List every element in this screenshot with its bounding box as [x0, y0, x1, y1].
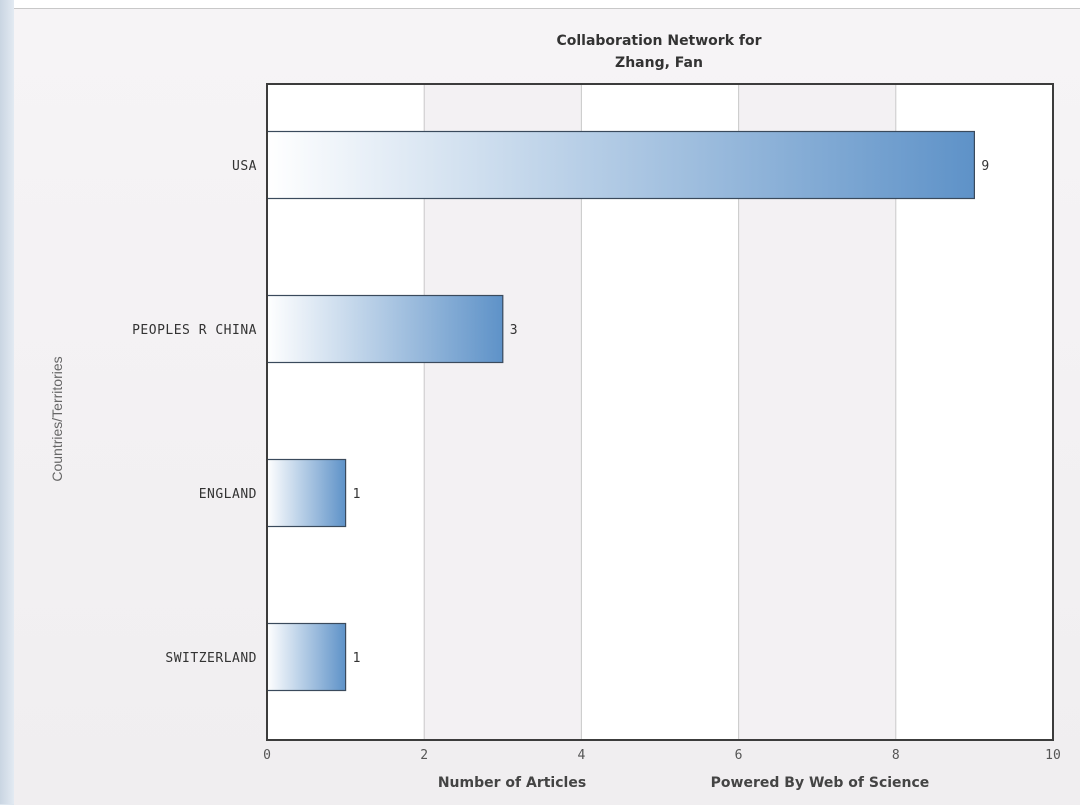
x-tick-label: 6 [735, 748, 743, 763]
bar-england [266, 458, 347, 528]
chart-title-line-2: Zhang, Fan [615, 55, 703, 71]
chart-panel: Collaboration Network for Zhang, Fan 0 2 4… [14, 8, 1080, 805]
chart-title-line-1: Collaboration Network for [556, 33, 761, 49]
window-left-edge [0, 0, 14, 804]
x-axis-title: Number of Articles [438, 775, 586, 791]
x-tick-label: 0 [263, 748, 271, 763]
x-tick-labels: 0 2 4 6 8 10 [263, 748, 1061, 763]
data-label: 3 [510, 323, 518, 338]
y-axis-title: Countries/Territories [49, 356, 65, 481]
x-tick-label: 8 [892, 748, 900, 763]
credit-text: Powered By Web of Science [711, 775, 930, 791]
data-labels: 9 3 1 1 [353, 159, 990, 666]
window-top-edge [14, 0, 1080, 8]
category-label: ENGLAND [199, 487, 257, 502]
bars [266, 130, 976, 692]
bar-usa [266, 130, 976, 200]
bar-chart: Collaboration Network for Zhang, Fan 0 2 4… [49, 33, 1061, 791]
category-label: SWITZERLAND [165, 651, 257, 666]
plot-frame [266, 83, 1054, 741]
category-label: USA [232, 159, 257, 174]
x-tick-label: 4 [577, 748, 585, 763]
data-label: 1 [353, 651, 361, 666]
x-tick-label: 10 [1045, 748, 1061, 763]
data-label: 1 [353, 487, 361, 502]
x-tick-label: 2 [420, 748, 428, 763]
category-labels: USA PEOPLES R CHINA ENGLAND SWITZERLAND [132, 159, 257, 666]
bar-switzerland [266, 622, 347, 692]
data-label: 9 [981, 159, 989, 174]
bar-peoples-r-china [266, 294, 504, 364]
category-label: PEOPLES R CHINA [132, 323, 257, 338]
